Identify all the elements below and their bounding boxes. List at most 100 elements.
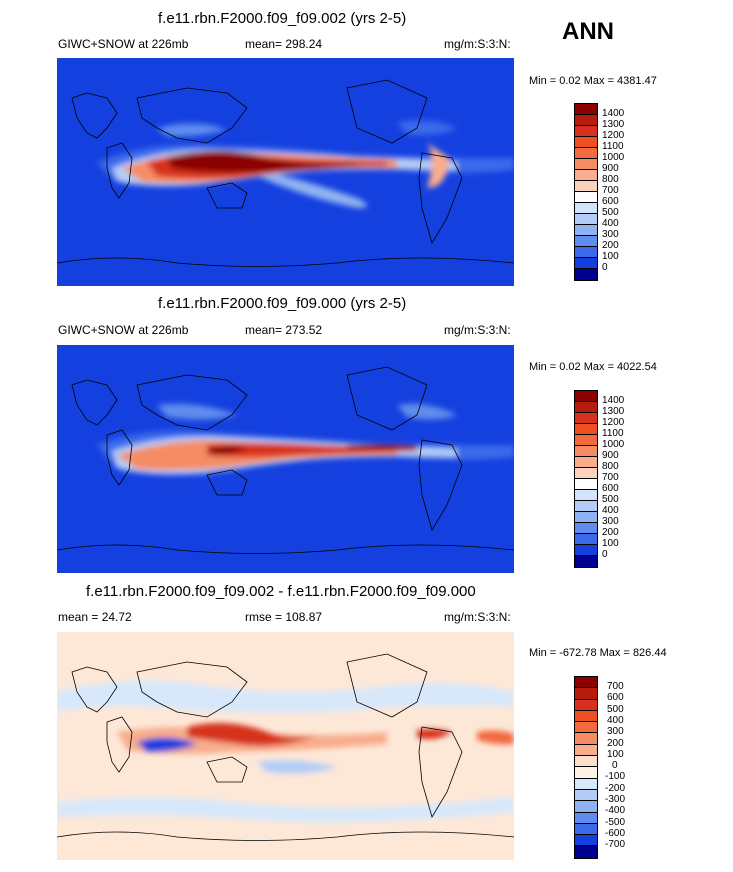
panel-diff-mean-label: mean = 24.72 <box>58 610 132 624</box>
panel-control-title: f.e11.rbn.F2000.f09_f09.000 (yrs 2-5) <box>158 295 407 312</box>
colorbar-swatch <box>575 446 597 457</box>
colorbar-swatch <box>575 688 597 700</box>
colorbar-tick-label: 800 <box>602 461 619 472</box>
colorbar-swatch <box>575 247 597 258</box>
panel-diff-rmse-label: rmse = 108.87 <box>245 610 323 624</box>
colorbar-tick-label: 1000 <box>602 439 625 450</box>
colorbar-swatch <box>575 677 597 689</box>
panel-test-units-label: mg/m:S:3:N: <box>444 37 511 51</box>
colorbar-tick-label: 500 <box>602 207 619 218</box>
colorbar-tick-label: 200 <box>607 737 624 749</box>
panel-test-variable-label: GIWC+SNOW at 226mb <box>58 37 189 51</box>
colorbar-swatch <box>575 722 597 734</box>
colorbar-tick-label: 700 <box>607 681 624 692</box>
colorbar-swatch <box>575 835 597 847</box>
colorbar-swatch <box>575 756 597 768</box>
colorbar-tick-label: 200 <box>602 527 619 538</box>
colorbar-tick-label: 1300 <box>602 406 625 417</box>
colorbar-tick-label: 900 <box>602 450 619 461</box>
colorbar-swatch <box>575 170 597 181</box>
colorbar-swatch <box>575 699 597 711</box>
colorbar-swatch <box>575 534 597 545</box>
colorbar-swatch <box>575 512 597 523</box>
colorbar-tick-label: -300 <box>605 794 626 805</box>
colorbar-tick-label: 100 <box>602 538 619 549</box>
colorbar-tick-label: 400 <box>602 505 619 516</box>
colorbar-tick-label: 600 <box>607 692 624 704</box>
panel-control-variable-label: GIWC+SNOW at 226mb <box>58 323 189 337</box>
panel-diff-colorbar <box>574 676 598 859</box>
colorbar-swatch <box>575 545 597 556</box>
colorbar-tick-label: 1100 <box>602 141 624 152</box>
colorbar-swatch <box>575 523 597 534</box>
colorbar-swatch <box>575 823 597 836</box>
colorbar-swatch <box>575 744 597 757</box>
colorbar-tick-label: 200 <box>602 240 619 251</box>
colorbar-swatch <box>575 225 597 236</box>
colorbar-swatch <box>575 490 597 501</box>
colorbar-tick-label: -600 <box>605 827 626 839</box>
panel-control-minmax: Min = 0.02 Max = 4022.54 <box>529 361 657 373</box>
panel-test-map <box>57 58 514 286</box>
colorbar-tick-label: 1400 <box>602 108 625 119</box>
colorbar-tick-label: 1200 <box>602 130 625 141</box>
colorbar-swatch <box>575 214 597 225</box>
panel-control-colorbar <box>574 390 598 568</box>
colorbar-swatch <box>575 556 597 567</box>
colorbar-tick-label: 1200 <box>602 417 625 428</box>
panel-control-units-label: mg/m:S:3:N: <box>444 323 511 337</box>
season-label: ANN <box>562 18 614 45</box>
colorbar-swatch <box>575 468 597 479</box>
panel-diff-title: f.e11.rbn.F2000.f09_f09.002 - f.e11.rbn.… <box>86 583 476 600</box>
colorbar-tick-label: 400 <box>602 218 619 229</box>
colorbar-swatch <box>575 126 597 137</box>
colorbar-swatch <box>575 137 597 148</box>
colorbar-swatch <box>575 435 597 446</box>
colorbar-swatch <box>575 846 597 858</box>
colorbar-tick-label: 1300 <box>602 119 625 130</box>
panel-test-minmax: Min = 0.02 Max = 4381.47 <box>529 75 657 87</box>
colorbar-swatch <box>575 501 597 512</box>
colorbar-tick-label: 1400 <box>602 395 625 406</box>
colorbar-swatch <box>575 391 597 402</box>
colorbar-tick-label: 600 <box>602 483 619 494</box>
panel-diff-minmax: Min = -672.78 Max = 826.44 <box>529 647 667 659</box>
colorbar-swatch <box>575 236 597 247</box>
colorbar-tick-label: -700 <box>605 839 626 851</box>
colorbar-tick-label: 1000 <box>602 152 625 163</box>
colorbar-swatch <box>575 203 597 214</box>
colorbar-tick-label: 400 <box>607 714 624 726</box>
colorbar-tick-label: 700 <box>602 472 619 483</box>
panel-control-mean-label: mean= 273.52 <box>245 323 323 337</box>
colorbar-tick-label: 600 <box>602 196 619 207</box>
colorbar-tick-label: -400 <box>605 805 626 817</box>
colorbar-swatch <box>575 457 597 468</box>
colorbar-tick-label: 800 <box>602 174 619 185</box>
colorbar-swatch <box>575 789 597 802</box>
colorbar-tick-label: 900 <box>602 163 619 174</box>
colorbar-swatch <box>575 402 597 413</box>
colorbar-tick-label: 300 <box>602 516 619 527</box>
panel-test-mean-label: mean= 298.24 <box>245 37 323 51</box>
colorbar-tick-label: 100 <box>607 748 624 760</box>
panel-diff-units-label: mg/m:S:3:N: <box>444 610 511 624</box>
panel-control-map <box>57 345 514 573</box>
panel-test-colorbar <box>574 103 598 281</box>
colorbar-swatch <box>575 192 597 203</box>
colorbar-swatch <box>575 115 597 126</box>
colorbar-tick-label: -200 <box>605 782 626 794</box>
colorbar-tick-label: 300 <box>602 229 619 240</box>
colorbar-tick-label: 0 <box>602 262 608 273</box>
colorbar-swatch <box>575 258 597 269</box>
colorbar-swatch <box>575 733 597 745</box>
colorbar-tick-label: 500 <box>602 494 619 505</box>
colorbar-swatch <box>575 269 597 280</box>
colorbar-tick-label: 100 <box>602 251 619 262</box>
colorbar-swatch <box>575 159 597 170</box>
colorbar-tick-label: 300 <box>607 726 624 738</box>
colorbar-swatch <box>575 424 597 435</box>
colorbar-swatch <box>575 181 597 192</box>
colorbar-swatch <box>575 104 597 115</box>
colorbar-tick-label: 500 <box>607 703 624 715</box>
colorbar-swatch <box>575 812 597 824</box>
